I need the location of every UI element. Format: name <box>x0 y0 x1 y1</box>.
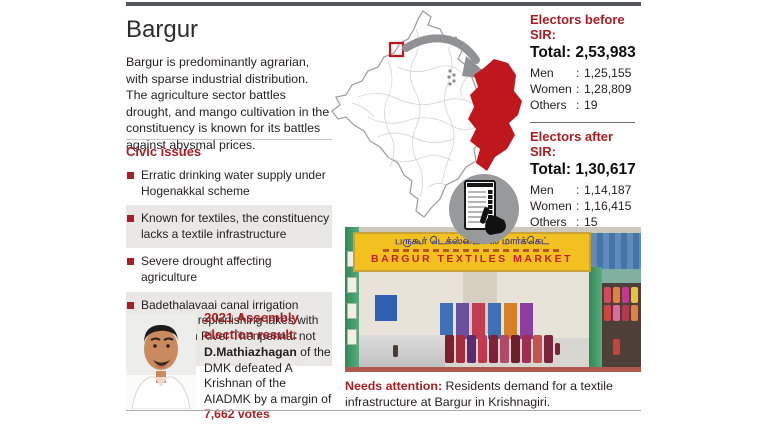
caption-text: Residents demand for a textile infrastru… <box>345 379 613 409</box>
elector-row: Women:1,16,415 <box>530 198 632 213</box>
elector-row: Others:15 <box>530 215 598 230</box>
issue-text: Known for textiles, the constituency lac… <box>141 211 330 241</box>
voting-machine-icon <box>449 174 519 244</box>
electors-after-total: Total: 1,30,617 <box>530 160 636 178</box>
photo-curb <box>345 367 641 372</box>
photo-person <box>555 343 560 355</box>
intro-paragraph: Bargur is predominantly agrarian, with s… <box>126 55 330 152</box>
market-sign-english: BARGUR TEXTILES MARKET <box>371 253 573 265</box>
photo-person <box>613 339 620 355</box>
photo-gate-pillar <box>589 267 602 372</box>
civic-issues-heading: Civic issues <box>126 144 202 159</box>
result-body: of the DMK defeated A Krishnan of the AI… <box>204 345 332 406</box>
market-sign-subtext <box>383 249 561 252</box>
tamil-nadu-map <box>331 10 487 218</box>
list-item: Severe drought affecting agriculture <box>126 248 332 291</box>
divider <box>530 121 635 123</box>
photo-street <box>359 335 445 372</box>
photo-shop-sign <box>375 295 397 321</box>
caption-lead: Needs attention: <box>345 379 443 393</box>
square-bullet-icon <box>127 301 134 309</box>
photo-caption: Needs attention: Residents demand for a … <box>345 378 641 410</box>
elector-row: Women:1,28,809 <box>530 82 632 97</box>
square-bullet-icon <box>127 172 134 179</box>
infographic: Bargur Bargur is predominantly agrarian,… <box>126 0 641 432</box>
winner-name: D.Mathiazhagan <box>204 345 297 359</box>
result-heading: 2021 Assembly election result: <box>204 310 299 342</box>
list-item: Erratic drinking water supply under Hoge… <box>126 162 332 205</box>
photo-awning <box>602 269 641 283</box>
elector-row: Men:1,25,155 <box>530 66 632 80</box>
bargur-district-shape <box>468 59 522 171</box>
left-column: Bargur Bargur is predominantly agrarian,… <box>126 8 332 166</box>
divider <box>126 139 332 140</box>
elector-row: Men:1,14,187 <box>530 182 632 197</box>
issue-text: Severe drought affecting agriculture <box>141 254 272 284</box>
square-bullet-icon <box>127 258 134 266</box>
electors-before-heading: Electors before SIR: <box>530 12 625 42</box>
electors-after-heading: Electors after SIR: <box>530 128 614 159</box>
list-item: Known for textiles, the constituency lac… <box>126 205 332 249</box>
top-rule <box>126 2 641 6</box>
bottom-rule <box>126 410 641 411</box>
market-photo: பருகூர் டெக்ஸ்டைல்ஸ் மார்க்கெட் BARGUR T… <box>345 227 641 372</box>
result-text: 2021 Assembly election result: D.Mathiaz… <box>204 310 334 423</box>
elector-row: Others:19 <box>530 98 598 113</box>
candidate-photo <box>126 313 196 409</box>
issue-text: Erratic drinking water supply under Hoge… <box>141 168 326 198</box>
photo-person <box>393 345 398 357</box>
photo-clothes-rack <box>445 335 553 365</box>
electors-before-total: Total: 2,53,983 <box>530 44 636 61</box>
election-result-section: 2021 Assembly election result: D.Mathiaz… <box>126 310 332 421</box>
page-title: Bargur <box>126 16 199 43</box>
photo-banners <box>440 303 533 339</box>
square-bullet-icon <box>127 215 134 223</box>
photo-hanging-clothes <box>604 287 640 321</box>
